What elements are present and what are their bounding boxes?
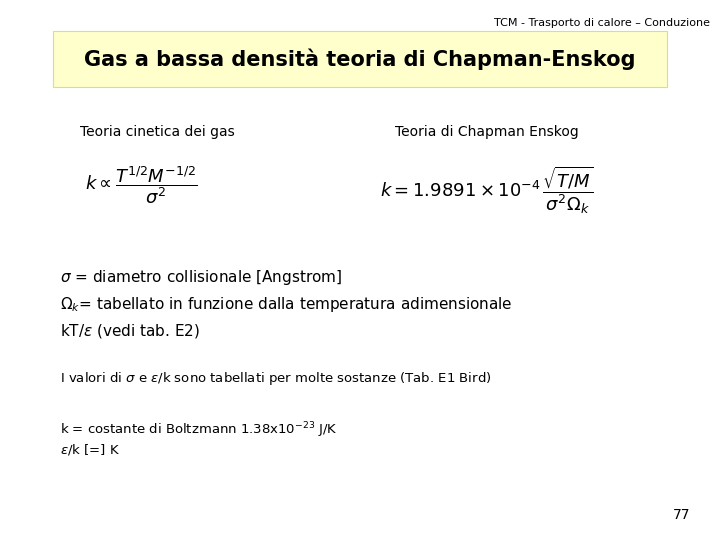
Text: TCM - Trasporto di calore – Conduzione: TCM - Trasporto di calore – Conduzione	[494, 18, 710, 28]
Text: $k \propto \dfrac{T^{1/2}M^{-1/2}}{\sigma^2}$: $k \propto \dfrac{T^{1/2}M^{-1/2}}{\sigm…	[85, 164, 197, 206]
Text: $k = 1.9891\times10^{-4}\,\dfrac{\sqrt{T/M}}{\sigma^2\Omega_k}$: $k = 1.9891\times10^{-4}\,\dfrac{\sqrt{T…	[380, 164, 593, 216]
Text: k = costante di Boltzmann 1.38x10$^{-23}$ J/K: k = costante di Boltzmann 1.38x10$^{-23}…	[60, 420, 338, 440]
Text: $\Omega_k$= tabellato in funzione dalla temperatura adimensionale: $\Omega_k$= tabellato in funzione dalla …	[60, 295, 513, 314]
Text: $\varepsilon$/k [=] K: $\varepsilon$/k [=] K	[60, 442, 120, 457]
Text: Teoria cinetica dei gas: Teoria cinetica dei gas	[80, 125, 235, 139]
FancyBboxPatch shape	[53, 31, 667, 87]
Text: I valori di $\sigma$ e $\varepsilon$/k sono tabellati per molte sostanze (Tab. E: I valori di $\sigma$ e $\varepsilon$/k s…	[60, 370, 492, 387]
Text: Teoria di Chapman Enskog: Teoria di Chapman Enskog	[395, 125, 579, 139]
Text: 77: 77	[672, 508, 690, 522]
Text: kT/$\varepsilon$ (vedi tab. E2): kT/$\varepsilon$ (vedi tab. E2)	[60, 322, 200, 340]
Text: Gas a bassa densità teoria di Chapman-Enskog: Gas a bassa densità teoria di Chapman-En…	[84, 48, 636, 70]
Text: $\sigma$ = diametro collisionale [Angstrom]: $\sigma$ = diametro collisionale [Angstr…	[60, 268, 342, 287]
